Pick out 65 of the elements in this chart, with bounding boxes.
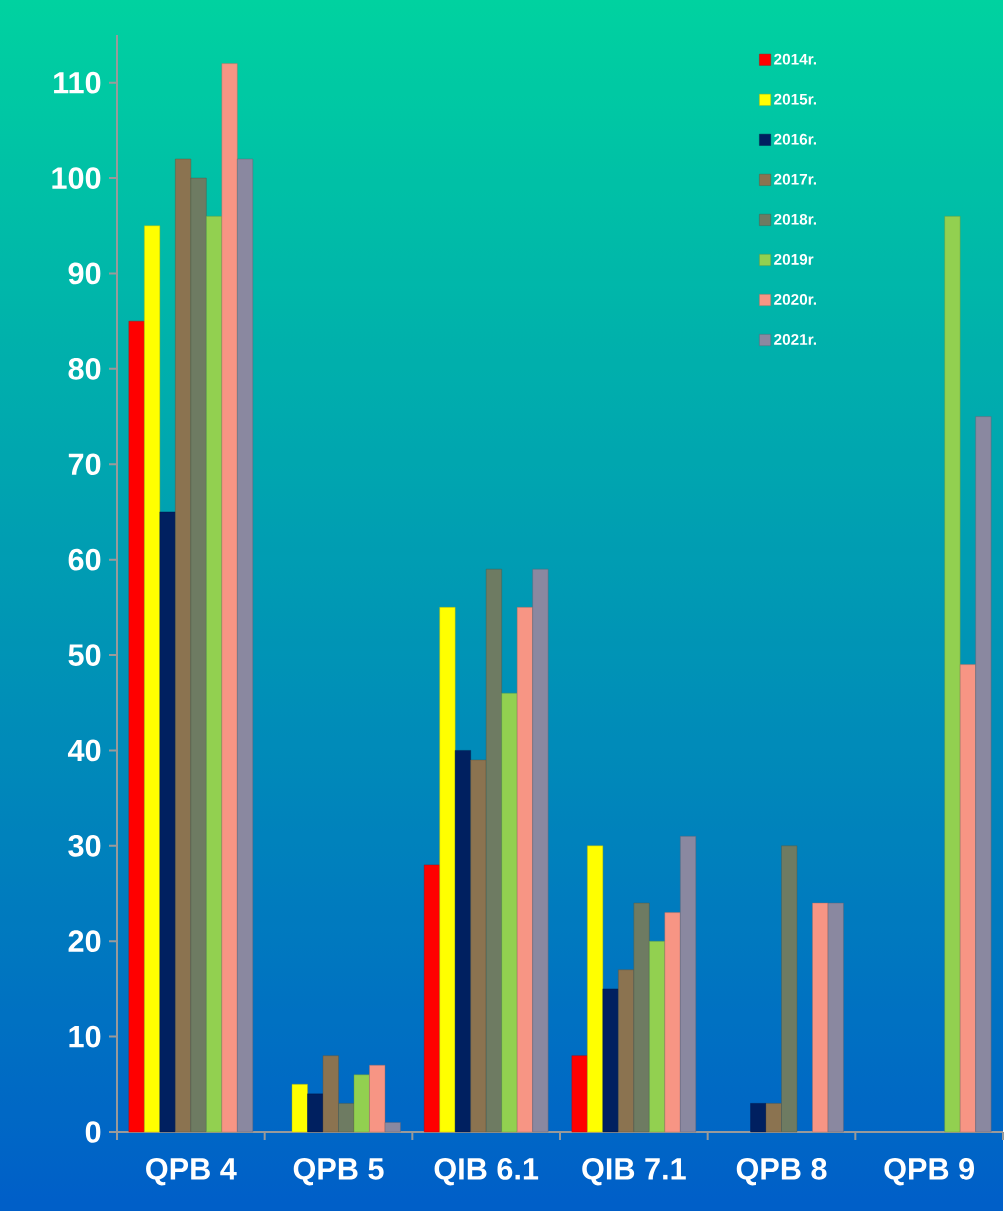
bar [159, 511, 176, 1133]
y-tick-label: 30 [68, 834, 101, 857]
x-tick-label: QIB 7.1 [582, 1158, 686, 1186]
bar [633, 902, 650, 1133]
bar [680, 836, 697, 1133]
x-tick-label: QPB 4 [146, 1158, 237, 1186]
bar [190, 177, 207, 1133]
bar [470, 759, 487, 1133]
x-tick-label: QPB 9 [884, 1158, 975, 1186]
bar [322, 1055, 339, 1133]
bar [237, 158, 254, 1133]
bar [369, 1065, 386, 1133]
x-tick-label: QPB 5 [293, 1158, 384, 1186]
legend-label: 2019r [774, 253, 814, 265]
bar [781, 845, 798, 1133]
bar [384, 1122, 401, 1133]
bar [827, 902, 844, 1133]
y-tick-label: 50 [68, 644, 101, 666]
legend-label: 2021r. [774, 334, 817, 345]
bar [307, 1093, 324, 1133]
y-tick-label: 20 [68, 930, 101, 953]
bar [424, 864, 440, 1133]
y-tick-label: 60 [68, 548, 101, 571]
bar [975, 416, 992, 1133]
y-tick-label: 10 [69, 1025, 101, 1048]
bar [571, 1055, 588, 1133]
legend-label: 2016r. [774, 133, 817, 145]
legend-label: 2018r. [774, 213, 817, 225]
bar [532, 568, 549, 1133]
bar [128, 320, 145, 1133]
bar [144, 225, 161, 1133]
bar [587, 845, 604, 1133]
bar [353, 1074, 370, 1133]
bar [206, 216, 223, 1133]
y-tick-label: 80 [68, 358, 101, 380]
bar [175, 158, 192, 1133]
bar [221, 63, 238, 1133]
legend-label: 2017r. [774, 173, 817, 185]
bar [765, 1103, 782, 1133]
bar [602, 988, 619, 1133]
y-tick-label: 110 [54, 71, 101, 94]
x-tick-label: QPB 8 [736, 1158, 827, 1186]
y-tick-label: 100 [52, 167, 101, 189]
bar [516, 607, 533, 1133]
y-tick-label: 90 [68, 262, 101, 285]
bar [485, 568, 502, 1133]
y-tick-label: 0 [85, 1121, 101, 1143]
legend-label: 2015r. [774, 93, 817, 105]
bar [959, 664, 976, 1133]
bar [338, 1103, 355, 1133]
legend-label: 2014r. [774, 53, 817, 65]
bar [944, 216, 961, 1133]
bar [649, 941, 666, 1133]
x-tick-label: QIB 6.1 [434, 1158, 539, 1186]
bar [750, 1103, 767, 1133]
bar [454, 750, 471, 1133]
y-tick-label: 70 [68, 453, 101, 476]
bar [812, 902, 829, 1133]
bar [501, 693, 518, 1133]
bar [664, 912, 681, 1133]
bar [291, 1084, 308, 1133]
bar [439, 607, 456, 1133]
bar [618, 969, 635, 1133]
legend-label: 2020r. [774, 293, 817, 305]
y-tick-label: 40 [67, 739, 101, 762]
